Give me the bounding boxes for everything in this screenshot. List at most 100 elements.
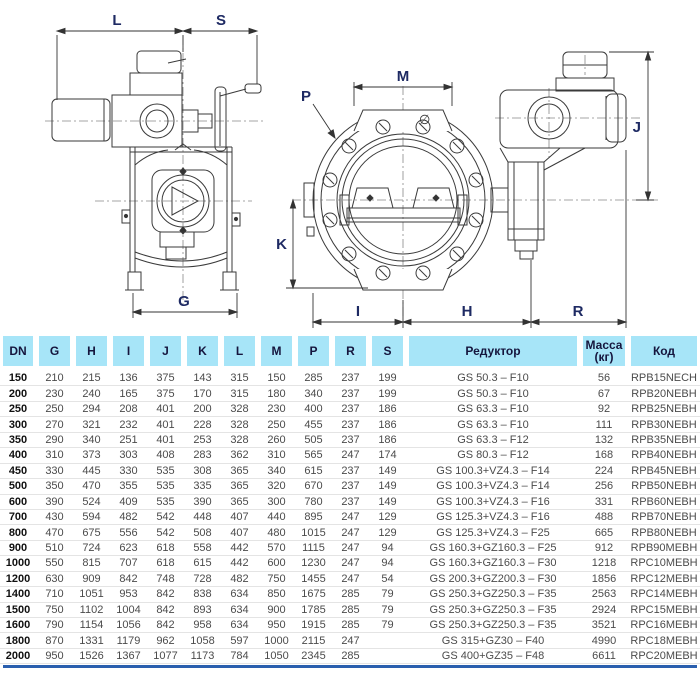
table-cell: 442 [230,542,249,555]
table-row: 1500 750 1102 1004 842 893 634 900 1785 285 79 GS 2… [0,603,700,618]
table-cell: 237 [341,480,360,493]
table-cell: RPC14MEBH [630,588,698,601]
table-row: 1200 630 909 842 748 728 482 750 1455 247 54 GS 200… [0,572,700,588]
dim-label-i: I [356,303,360,320]
dim-label-k: K [276,236,287,253]
table-cell: 455 [304,418,323,431]
table-cell: 283 [193,449,212,462]
table-row: 300 270 321 232 401 228 328 250 455 237 186 GS 63.3… [0,417,700,433]
table-cell: 950 [45,650,64,663]
table-cell: 634 [230,603,249,616]
table-cell: 330 [119,464,138,477]
table-cell: 335 [193,480,212,493]
table-cell: 237 [341,387,360,400]
table-cell: 129 [378,526,397,539]
table-cell: 895 [304,511,323,524]
table-cell: 962 [156,634,175,647]
table-cell: 310 [45,449,64,462]
table-cell: 186 [378,403,397,416]
table-cell: 445 [82,464,101,477]
dim-label-s: S [216,12,226,29]
table-cell: 815 [82,557,101,570]
table-cell: 150 [8,372,28,385]
table-cell: 1173 [190,650,215,663]
table-cell: 328 [230,433,249,446]
table-cell: 294 [82,403,101,416]
table-cell: 308 [193,464,212,477]
table-cell: RPC10MEBH [630,557,698,570]
table-cell: GS 125.3+VZ4.3 – F16 [436,511,550,524]
table-cell: 67 [597,387,611,400]
table-cell: 615 [304,464,323,477]
table-cell: 310 [267,449,286,462]
table-cell: 365 [230,464,249,477]
table-cell: RPB15NECH [630,372,698,385]
table-cell: 237 [341,464,360,477]
table-row: 900 510 724 623 618 558 442 570 1115 247 94 GS 160.… [0,541,700,557]
table-row: 1400 710 1051 953 842 838 634 850 1675 285 79 GS 25… [0,587,700,603]
table-cell: 409 [119,495,138,508]
table-cell: 256 [594,480,614,493]
table-cell: 1915 [301,619,326,632]
table-cell: 728 [193,572,212,585]
table-cell: 482 [230,572,249,585]
table-cell: 228 [193,418,212,431]
col-header-code: Код [631,336,697,366]
table-cell: 634 [230,619,249,632]
table-cell: 2563 [591,588,617,601]
table-cell: 251 [119,433,138,446]
table-cell: 400 [8,449,28,462]
table-cell: 315 [230,387,249,400]
table-cell: 237 [341,372,360,385]
table-cell: 1856 [591,572,617,585]
table-cell: RPC16MEBH [630,619,698,632]
table-cell: 328 [230,403,249,416]
table-cell: 618 [156,557,175,570]
table-cell: 800 [8,526,28,539]
table-cell: 900 [267,603,286,616]
table-row: 700 430 594 482 542 448 407 440 895 247 129 GS 125.… [0,510,700,526]
table-cell: 340 [267,464,286,477]
table-cell: 1102 [79,603,104,616]
table-cell: 1500 [5,603,31,616]
table-cell: 407 [230,511,249,524]
bolt-holes [322,119,484,281]
table-cell: 355 [119,480,138,493]
table-cell: 260 [267,433,286,446]
dim-label-m: M [397,68,410,85]
table-cell: 180 [267,387,286,400]
table-cell: 3521 [591,619,617,632]
dim-label-h: H [462,303,473,320]
table-cell: 2345 [301,650,326,663]
table-cell: 401 [156,403,175,416]
table-bottom-rule [3,665,697,669]
table-cell: 842 [156,603,175,616]
table-cell: 170 [193,387,212,400]
table-cell: 400 [304,403,323,416]
table-cell: 2115 [301,634,326,647]
table-cell: GS 50.3 – F10 [457,387,529,400]
table-cell: 362 [230,449,249,462]
table-cell: 842 [119,572,138,585]
dimension-lines [55,27,654,328]
col-header-dn: DN [3,336,33,366]
col-header-i: I [113,336,144,366]
table-cell: 623 [119,542,138,555]
table-cell: 129 [378,511,397,524]
table-cell: 111 [595,418,613,431]
table-cell: 247 [341,557,360,570]
table-cell: 168 [594,449,614,462]
table-cell: 535 [156,480,175,493]
table-cell: 1004 [116,603,141,616]
table-cell: GS 125.3+VZ4.3 – F25 [436,526,550,539]
table-cell: 230 [267,403,286,416]
table-cell: 143 [193,372,212,385]
col-header-g: G [39,336,70,366]
table-cell: 850 [267,588,286,601]
table-cell: 390 [45,495,64,508]
table-cell: GS 315+GZ30 – F40 [441,634,545,647]
col-header-r: R [335,336,366,366]
table-cell: 597 [230,634,249,647]
table-cell: 1600 [5,619,31,632]
table-cell: 665 [594,526,614,539]
